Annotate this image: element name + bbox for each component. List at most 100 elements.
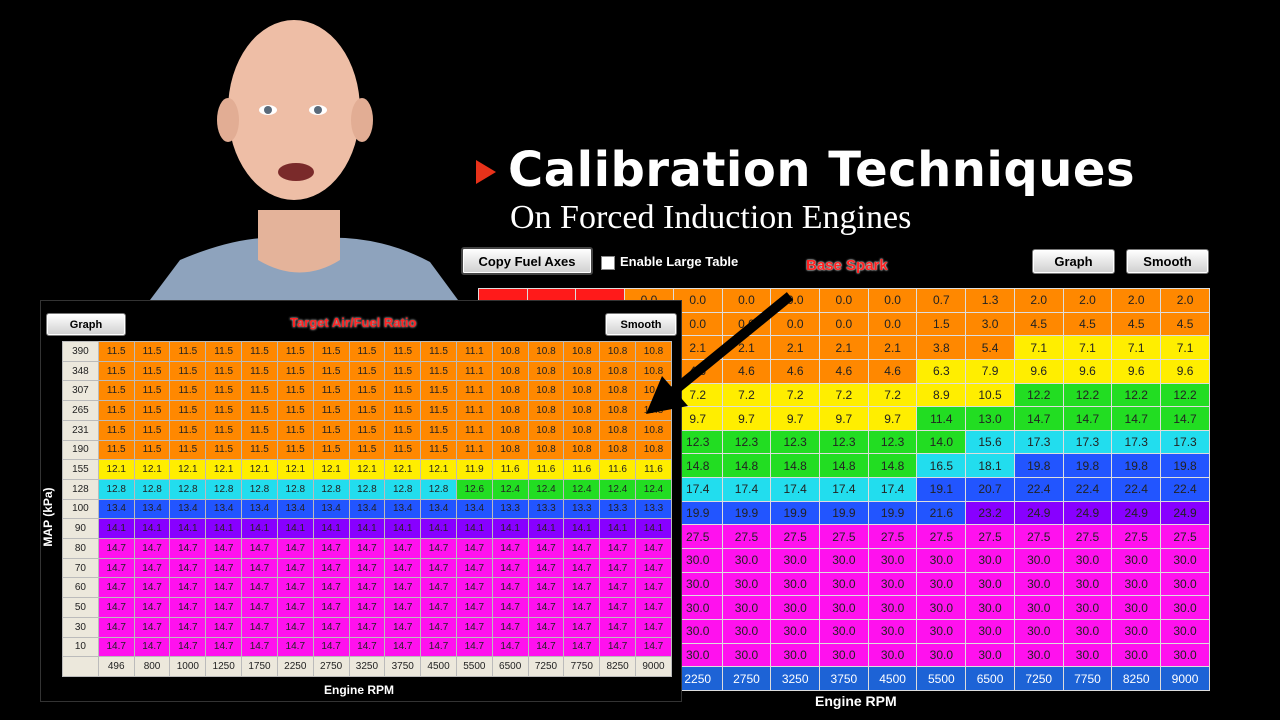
afr-cell[interactable]: 11.6 (599, 459, 636, 480)
spark-cell[interactable]: 30.0 (916, 618, 967, 644)
spark-cell[interactable]: 21.6 (916, 500, 967, 526)
afr-cell[interactable]: 11.5 (276, 419, 314, 441)
spark-cell[interactable]: 14.7 (1111, 406, 1162, 431)
spark-cell[interactable]: 30.0 (819, 571, 869, 597)
afr-cell[interactable]: 14.7 (205, 577, 243, 599)
afr-cell[interactable]: 14.7 (241, 557, 278, 579)
afr-cell[interactable]: 11.5 (276, 341, 314, 362)
afr-cell[interactable]: 11.5 (384, 439, 422, 461)
spark-cell[interactable]: 4.6 (819, 358, 869, 384)
spark-cell[interactable]: 7.2 (721, 382, 772, 408)
afr-cell[interactable]: 11.9 (455, 459, 493, 480)
afr-cell[interactable]: 14.7 (527, 597, 565, 618)
afr-map-axis-cell[interactable]: 265 (62, 400, 99, 421)
afr-cell[interactable]: 11.5 (348, 439, 386, 461)
afr-cell[interactable]: 14.7 (312, 597, 350, 618)
spark-cell[interactable]: 27.5 (916, 524, 967, 550)
afr-cell[interactable]: 13.3 (635, 498, 672, 520)
afr-cell[interactable]: 14.7 (97, 538, 135, 559)
afr-cell[interactable]: 14.1 (97, 518, 135, 540)
afr-cell[interactable]: 10.8 (563, 400, 601, 421)
spark-cell[interactable]: 30.0 (916, 571, 967, 597)
afr-cell[interactable]: 11.5 (348, 419, 386, 441)
afr-cell[interactable]: 11.1 (455, 400, 493, 421)
spark-cell[interactable]: 17.4 (819, 477, 869, 502)
spark-cell[interactable]: 17.4 (867, 477, 918, 502)
afr-cell[interactable]: 13.3 (527, 498, 565, 520)
spark-cell[interactable]: 12.2 (1111, 382, 1162, 408)
afr-cell[interactable]: 11.5 (420, 360, 457, 382)
afr-rpm-axis-cell[interactable]: 8250 (599, 656, 636, 677)
afr-cell[interactable]: 10.8 (563, 341, 601, 362)
afr-cell[interactable]: 11.5 (241, 360, 278, 382)
afr-cell[interactable]: 11.6 (527, 459, 565, 480)
afr-cell[interactable]: 14.7 (384, 597, 422, 618)
spark-cell[interactable]: 30.0 (819, 642, 869, 668)
afr-rpm-axis-cell[interactable]: 800 (133, 656, 171, 677)
afr-cell[interactable]: 11.6 (491, 459, 529, 480)
afr-cell[interactable]: 11.5 (133, 439, 171, 461)
afr-cell[interactable]: 14.7 (563, 557, 601, 579)
afr-cell[interactable]: 10.8 (491, 360, 529, 382)
afr-cell[interactable]: 10.8 (599, 380, 636, 402)
spark-cell[interactable]: 2.0 (1013, 288, 1064, 313)
afr-cell[interactable]: 14.1 (420, 518, 457, 540)
afr-cell[interactable]: 14.7 (527, 577, 565, 599)
afr-cell[interactable]: 14.7 (527, 636, 565, 658)
afr-cell[interactable]: 12.8 (133, 478, 171, 500)
afr-map-axis-cell[interactable]: 30 (62, 616, 99, 638)
afr-cell[interactable]: 11.5 (276, 360, 314, 382)
afr-cell[interactable]: 14.7 (491, 597, 529, 618)
afr-cell[interactable]: 11.5 (169, 380, 207, 402)
afr-cell[interactable]: 14.1 (312, 518, 350, 540)
afr-cell[interactable]: 14.7 (563, 616, 601, 638)
spark-cell[interactable]: 4.5 (1062, 311, 1113, 337)
afr-cell[interactable]: 11.1 (455, 439, 493, 461)
spark-cell[interactable]: 30.0 (1160, 595, 1210, 620)
afr-cell[interactable]: 11.1 (455, 419, 493, 441)
spark-cell[interactable]: 2.1 (819, 335, 869, 360)
afr-cell[interactable]: 11.5 (241, 380, 278, 402)
spark-graph-button[interactable]: Graph (1032, 249, 1115, 274)
spark-cell[interactable]: 2.1 (867, 335, 918, 360)
spark-cell[interactable]: 10.5 (965, 382, 1015, 408)
spark-cell[interactable]: 0.0 (721, 288, 772, 313)
afr-cell[interactable]: 11.5 (384, 341, 422, 362)
afr-cell[interactable]: 14.7 (169, 557, 207, 579)
spark-cell[interactable]: 17.3 (1111, 429, 1162, 455)
afr-rpm-axis-cell[interactable]: 4500 (420, 656, 457, 677)
spark-cell[interactable]: 9.7 (819, 406, 869, 431)
spark-cell[interactable]: 30.0 (721, 642, 772, 668)
spark-cell[interactable]: 30.0 (916, 642, 967, 668)
spark-cell[interactable]: 9.7 (721, 406, 772, 431)
spark-cell[interactable]: 17.3 (1013, 429, 1064, 455)
afr-cell[interactable]: 11.5 (205, 360, 243, 382)
spark-cell[interactable]: 30.0 (770, 618, 821, 644)
afr-rpm-axis-cell[interactable]: 1250 (205, 656, 243, 677)
spark-cell[interactable]: 22.4 (1062, 477, 1113, 502)
afr-cell[interactable]: 14.7 (241, 538, 278, 559)
afr-cell[interactable]: 14.7 (205, 597, 243, 618)
afr-cell[interactable]: 14.7 (420, 597, 457, 618)
afr-cell[interactable]: 12.1 (97, 459, 135, 480)
afr-cell[interactable]: 14.7 (491, 557, 529, 579)
afr-cell[interactable]: 10.8 (563, 439, 601, 461)
afr-cell[interactable]: 14.7 (491, 538, 529, 559)
afr-cell[interactable]: 14.7 (420, 616, 457, 638)
spark-cell[interactable]: 24.9 (1160, 500, 1210, 526)
spark-cell[interactable]: 7.1 (1111, 335, 1162, 360)
afr-cell[interactable]: 14.7 (420, 557, 457, 579)
afr-cell[interactable]: 11.5 (97, 341, 135, 362)
spark-cell[interactable]: 2.0 (1111, 288, 1162, 313)
afr-rpm-axis-cell[interactable]: 9000 (635, 656, 672, 677)
afr-cell[interactable]: 11.1 (455, 360, 493, 382)
spark-cell[interactable]: 30.0 (1111, 595, 1162, 620)
spark-cell[interactable]: 19.9 (770, 500, 821, 526)
spark-cell[interactable]: 27.5 (672, 524, 723, 550)
afr-cell[interactable]: 14.7 (455, 577, 493, 599)
spark-cell[interactable]: 7.2 (819, 382, 869, 408)
afr-cell[interactable]: 11.5 (133, 341, 171, 362)
afr-cell[interactable]: 11.5 (348, 341, 386, 362)
afr-cell[interactable]: 11.5 (312, 380, 350, 402)
afr-cell[interactable]: 11.5 (169, 341, 207, 362)
